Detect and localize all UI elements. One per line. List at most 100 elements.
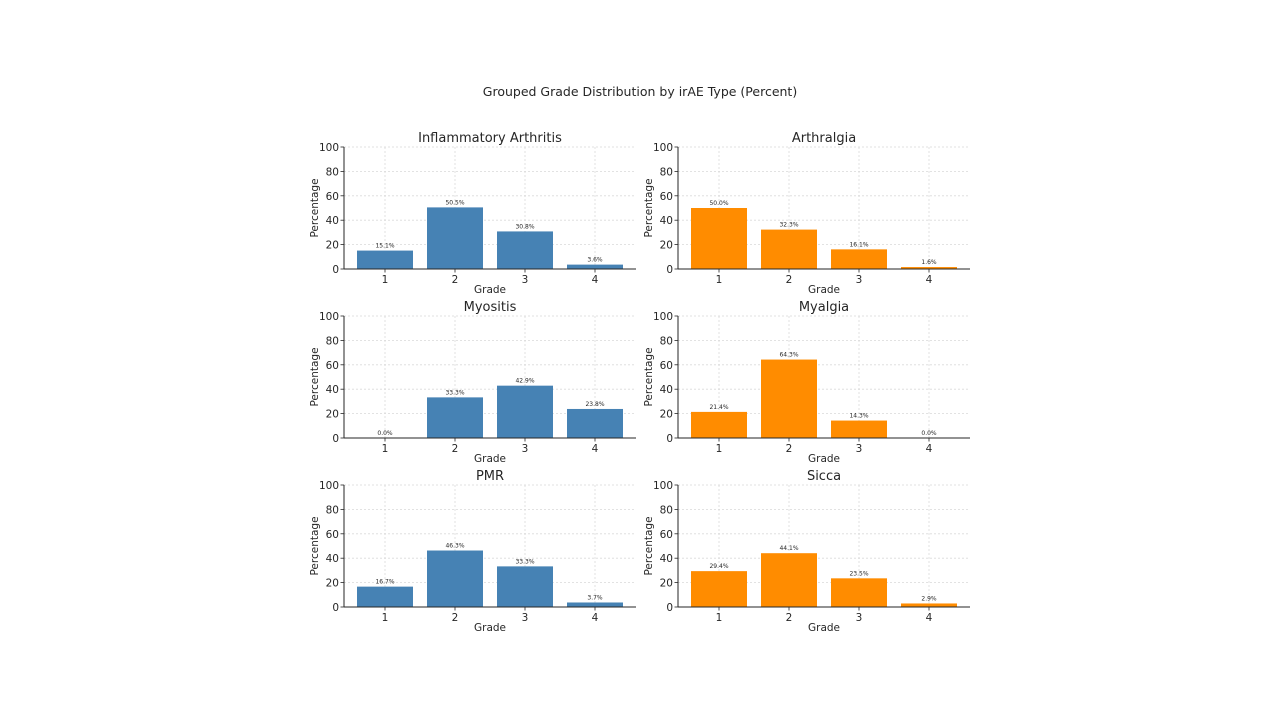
y-tick-label: 0 bbox=[332, 602, 339, 614]
bar bbox=[427, 550, 483, 607]
y-tick-label: 100 bbox=[319, 142, 339, 154]
y-axis-label: Percentage bbox=[643, 347, 655, 406]
bar bbox=[497, 385, 553, 438]
y-tick-label: 20 bbox=[660, 578, 673, 590]
bar-value-label: 1.6% bbox=[921, 259, 937, 266]
y-axis-label: Percentage bbox=[643, 178, 655, 237]
x-axis-label: Grade bbox=[474, 284, 506, 296]
y-tick-label: 40 bbox=[660, 384, 673, 396]
x-tick-label: 4 bbox=[592, 612, 599, 624]
x-tick-label: 4 bbox=[926, 274, 933, 286]
x-tick-label: 1 bbox=[382, 443, 389, 455]
y-tick-label: 40 bbox=[326, 215, 339, 227]
x-tick-label: 1 bbox=[716, 443, 723, 455]
bar bbox=[761, 553, 817, 607]
bar-value-label: 15.1% bbox=[375, 243, 394, 250]
y-tick-label: 40 bbox=[326, 384, 339, 396]
y-tick-label: 40 bbox=[660, 553, 673, 565]
bar-value-label: 16.7% bbox=[375, 579, 394, 586]
x-tick-label: 3 bbox=[856, 612, 863, 624]
y-tick-label: 100 bbox=[653, 311, 673, 323]
x-tick-label: 2 bbox=[786, 274, 793, 286]
subplot-myalgia: 21.4% 64.3% 14.3% 0.0% 0 20 40 60 80 100 1 2 3 4 Myalg… bbox=[643, 300, 970, 465]
y-tick-label: 0 bbox=[332, 264, 339, 276]
y-tick-label: 0 bbox=[666, 602, 673, 614]
bar-value-label: 16.1% bbox=[849, 241, 868, 248]
y-tick-label: 100 bbox=[319, 480, 339, 492]
y-tick-label: 60 bbox=[660, 529, 673, 541]
x-tick-label: 4 bbox=[926, 443, 933, 455]
bar-value-label: 21.4% bbox=[709, 404, 728, 411]
x-tick-label: 2 bbox=[786, 443, 793, 455]
bar bbox=[831, 249, 887, 269]
bar bbox=[761, 359, 817, 438]
bar-value-label: 46.3% bbox=[445, 543, 464, 550]
y-tick-label: 100 bbox=[653, 480, 673, 492]
y-tick-label: 80 bbox=[660, 335, 673, 347]
bar bbox=[691, 571, 747, 607]
subplot-title: Inflammatory Arthritis bbox=[418, 131, 562, 146]
y-tick-label: 80 bbox=[660, 504, 673, 516]
bar bbox=[901, 603, 957, 607]
x-tick-label: 2 bbox=[786, 612, 793, 624]
x-tick-label: 1 bbox=[382, 612, 389, 624]
x-tick-label: 4 bbox=[926, 612, 933, 624]
x-tick-label: 1 bbox=[716, 612, 723, 624]
bar bbox=[357, 586, 413, 607]
bar-value-label: 32.3% bbox=[779, 222, 798, 229]
bar-value-label: 29.4% bbox=[709, 563, 728, 570]
bar bbox=[691, 411, 747, 438]
y-tick-label: 80 bbox=[326, 335, 339, 347]
bar bbox=[831, 420, 887, 438]
bar-value-label: 3.6% bbox=[587, 257, 603, 264]
subplot-myositis: 0.0% 33.3% 42.9% 23.8% 0 20 40 60 80 100 1 2 3 4 Myosi… bbox=[309, 300, 636, 465]
x-tick-label: 3 bbox=[522, 443, 529, 455]
bar bbox=[761, 229, 817, 269]
subplot-inflammatory-arthritis: 15.1% 50.5% 30.8% 3.6% 0 20 40 60 80 100 1 2 3 4 Infla… bbox=[309, 131, 636, 296]
y-tick-label: 60 bbox=[660, 360, 673, 372]
subplot-title: PMR bbox=[476, 469, 504, 484]
subplot-title: Sicca bbox=[807, 469, 841, 484]
y-tick-label: 20 bbox=[326, 578, 339, 590]
subplot-sicca: 29.4% 44.1% 23.5% 2.9% 0 20 40 60 80 100 1 2 3 4 Sicca… bbox=[643, 469, 970, 634]
y-tick-label: 20 bbox=[660, 240, 673, 252]
y-tick-label: 100 bbox=[653, 142, 673, 154]
y-tick-label: 40 bbox=[326, 553, 339, 565]
y-tick-label: 20 bbox=[660, 409, 673, 421]
bar-value-label: 42.9% bbox=[515, 378, 534, 385]
bar-value-label: 0.0% bbox=[921, 430, 937, 437]
bar-value-label: 50.5% bbox=[445, 199, 464, 206]
bar bbox=[357, 250, 413, 269]
y-tick-label: 80 bbox=[326, 504, 339, 516]
y-tick-label: 100 bbox=[319, 311, 339, 323]
y-tick-label: 60 bbox=[660, 191, 673, 203]
y-axis-label: Percentage bbox=[309, 178, 321, 237]
x-axis-label: Grade bbox=[808, 284, 840, 296]
y-tick-label: 80 bbox=[326, 166, 339, 178]
bar bbox=[831, 578, 887, 607]
x-tick-label: 3 bbox=[856, 443, 863, 455]
x-tick-label: 1 bbox=[716, 274, 723, 286]
bar-value-label: 14.3% bbox=[849, 413, 868, 420]
bar bbox=[427, 207, 483, 269]
y-tick-label: 20 bbox=[326, 240, 339, 252]
x-tick-label: 2 bbox=[452, 274, 459, 286]
y-tick-label: 60 bbox=[326, 191, 339, 203]
y-axis-label: Percentage bbox=[643, 516, 655, 575]
bar bbox=[567, 264, 623, 269]
y-tick-label: 60 bbox=[326, 360, 339, 372]
y-tick-label: 0 bbox=[666, 264, 673, 276]
bar-value-label: 33.3% bbox=[445, 389, 464, 396]
bar bbox=[567, 408, 623, 438]
bar bbox=[691, 208, 747, 269]
x-tick-label: 4 bbox=[592, 274, 599, 286]
subplot-title: Arthralgia bbox=[792, 131, 856, 146]
bar bbox=[567, 602, 623, 607]
bar-value-label: 23.8% bbox=[585, 401, 604, 408]
bar-value-label: 2.9% bbox=[921, 595, 937, 602]
bar-value-label: 23.5% bbox=[849, 570, 868, 577]
y-tick-label: 60 bbox=[326, 529, 339, 541]
bar bbox=[901, 267, 957, 269]
bar-value-label: 33.3% bbox=[515, 558, 534, 565]
